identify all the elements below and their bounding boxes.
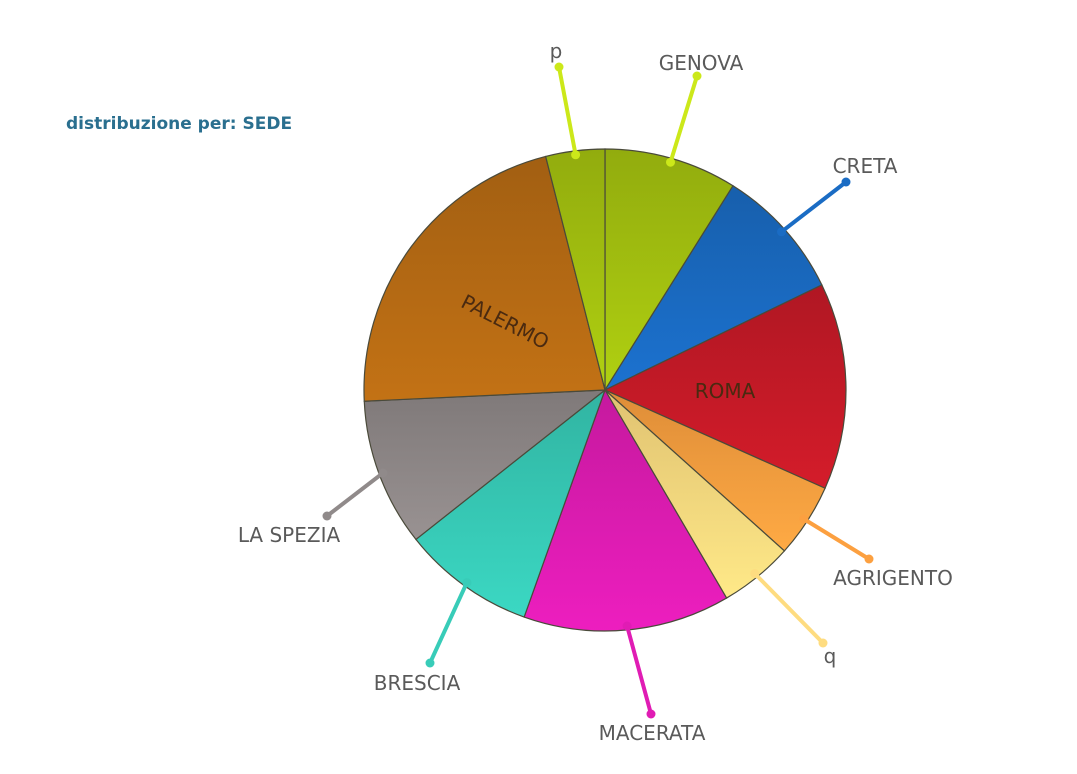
pie-label-q: q (824, 644, 837, 668)
leader-end-dot-creta (841, 177, 851, 187)
pie-leader-lines (322, 62, 874, 719)
pie-label-genova: GENOVA (659, 51, 744, 75)
leader-start-dot-genova (666, 157, 675, 167)
leader-line-agrigento (801, 517, 871, 561)
pie-slice-palermo[interactable] (363, 155, 606, 402)
leader-line-brescia (428, 580, 469, 665)
leader-line-genova (668, 74, 699, 165)
pie-label-macerata: MACERATA (599, 721, 706, 745)
leader-end-dot-p (554, 62, 564, 72)
pie-label-agrigento: AGRIGENTO (833, 566, 953, 590)
pie-slices (363, 148, 847, 632)
pie-label-la-spezia: LA SPEZIA (238, 523, 341, 547)
leader-start-dot-macerata (622, 621, 632, 631)
leader-start-dot-la-spezia (378, 468, 388, 478)
leader-line-la-spezia (325, 471, 385, 518)
leader-start-dot-agrigento (799, 514, 809, 524)
pie-slice-roma[interactable] (603, 284, 847, 490)
leader-line-q (752, 571, 825, 645)
leader-end-dot-q (818, 638, 828, 648)
chart-title: distribuzione per: SEDE (66, 114, 293, 134)
leader-start-dot-p (571, 150, 581, 160)
leader-start-dot-q (750, 569, 760, 579)
leader-end-dot-macerata (646, 709, 656, 719)
leader-start-dot-brescia (462, 578, 472, 588)
leader-end-dot-genova (692, 71, 702, 81)
pie-label-p: p (550, 39, 563, 63)
leader-end-dot-brescia (425, 658, 435, 668)
pie-label-creta: CRETA (833, 154, 898, 178)
leader-end-dot-agrigento (864, 554, 874, 564)
leader-line-p (557, 65, 578, 157)
leader-start-dot-creta (777, 227, 786, 237)
pie-label-roma: ROMA (695, 379, 756, 403)
pie-label-brescia: BRESCIA (374, 671, 461, 695)
leader-end-dot-la-spezia (322, 511, 332, 521)
leader-line-macerata (625, 624, 653, 716)
leader-line-creta (779, 180, 848, 234)
